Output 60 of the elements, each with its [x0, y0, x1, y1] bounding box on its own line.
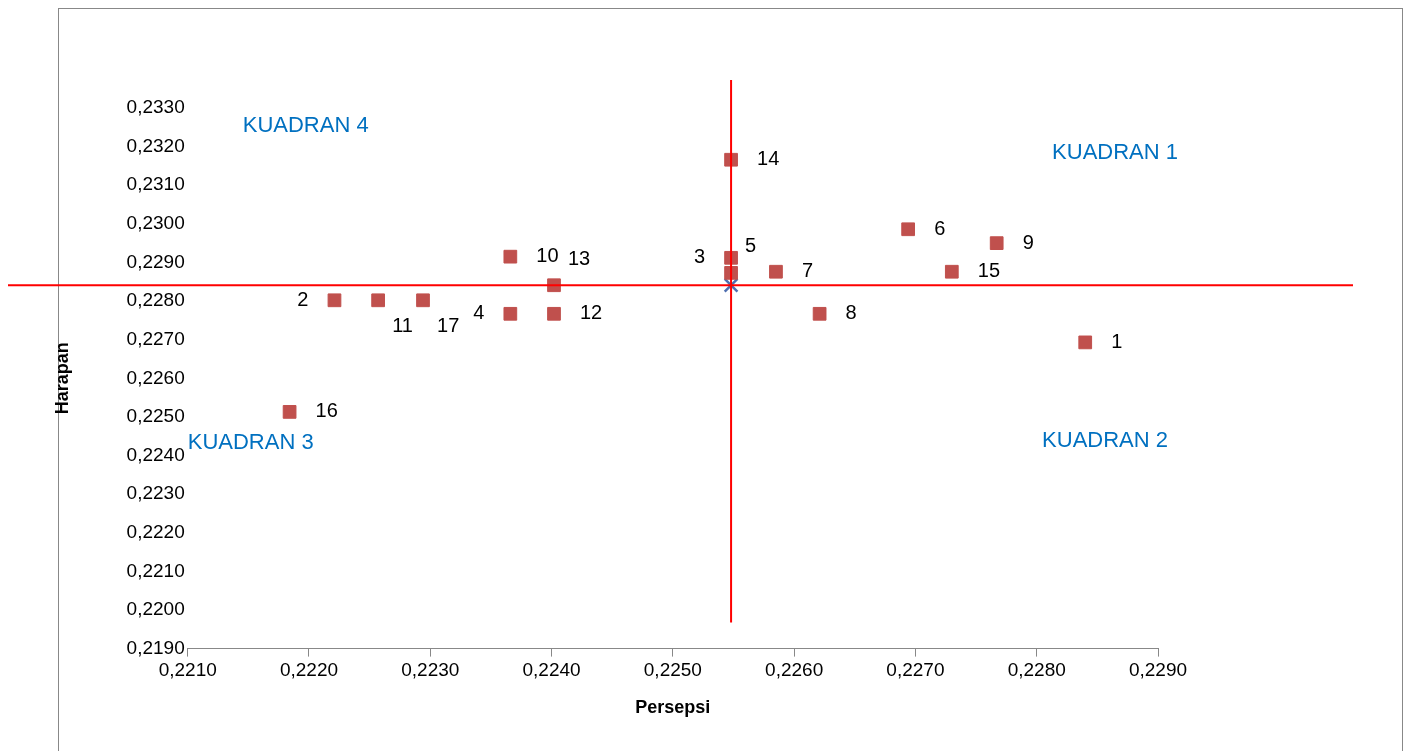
x-tick-label: 0,2230: [401, 659, 460, 681]
annotation: 2: [297, 287, 309, 310]
point: [769, 264, 783, 279]
point: [812, 306, 827, 321]
y-tick-label: 0,2310: [126, 173, 185, 195]
point: [1078, 335, 1093, 350]
y-tick-label: 0,2220: [126, 520, 185, 542]
annotation: 16: [315, 399, 338, 422]
y-tick-label: 0,2230: [126, 482, 185, 504]
x-tick-label: 0,2210: [158, 659, 217, 681]
y-tick-label: 0,2250: [126, 405, 185, 427]
annotation: 11: [392, 313, 413, 336]
point: [989, 236, 1004, 251]
x-tick-label: 0,2280: [1007, 659, 1066, 681]
annotation: 9: [1022, 230, 1034, 253]
point: [503, 249, 518, 264]
annotation: 12: [580, 301, 603, 324]
x-tick-label: 0,2240: [522, 659, 581, 681]
y-tick-label: 0,2240: [126, 443, 185, 465]
x-tick-label: 0,2220: [279, 659, 339, 681]
x-tick-label: 0,2270: [886, 659, 945, 681]
y-tick-label: 0,2300: [126, 212, 185, 234]
point: [901, 222, 916, 237]
point: [547, 306, 561, 321]
y-axis-title: Harapan: [51, 342, 72, 415]
annotation: 13: [568, 246, 591, 269]
point: [944, 264, 959, 279]
point: [327, 293, 342, 308]
annotation: 8: [845, 301, 857, 324]
x-tick-label: 0,2290: [1128, 659, 1188, 681]
annotation: KUADRAN 2: [1042, 427, 1168, 453]
y-tick-label: 0,2320: [126, 134, 185, 156]
annotation: 6: [934, 216, 946, 239]
annotation: 14: [757, 147, 780, 170]
annotation: 5: [745, 234, 757, 257]
annotation: 3: [693, 245, 706, 268]
x-tick-label: 0,2260: [765, 659, 824, 681]
point: [371, 293, 385, 308]
annotation: KUADRAN 3: [187, 429, 314, 455]
annotation: 1: [1111, 329, 1123, 352]
point: [416, 293, 430, 308]
annotation: 7: [801, 259, 814, 282]
annotation: 10: [536, 244, 559, 267]
y-tick-label: 0,2330: [126, 96, 185, 118]
x-tick-label: 0,2250: [643, 659, 702, 681]
annotation: 4: [473, 301, 485, 324]
y-tick-label: 0,2210: [126, 559, 185, 581]
y-tick-label: 0,2260: [126, 366, 185, 388]
y-tick-label: 0,2270: [126, 327, 185, 349]
annotation: 17: [437, 313, 460, 336]
point: [282, 405, 297, 419]
y-tick-label: 0,2290: [126, 250, 185, 272]
annotation: 15: [977, 259, 1001, 282]
x-axis-title: Persepsi: [635, 697, 711, 718]
y-tick-label: 0,2190: [126, 636, 185, 658]
annotation: KUADRAN 1: [1052, 139, 1178, 165]
annotation: KUADRAN 4: [242, 112, 369, 138]
point: [503, 306, 518, 321]
y-tick-label: 0,2200: [126, 598, 185, 620]
y-tick-label: 0,2280: [126, 289, 185, 311]
